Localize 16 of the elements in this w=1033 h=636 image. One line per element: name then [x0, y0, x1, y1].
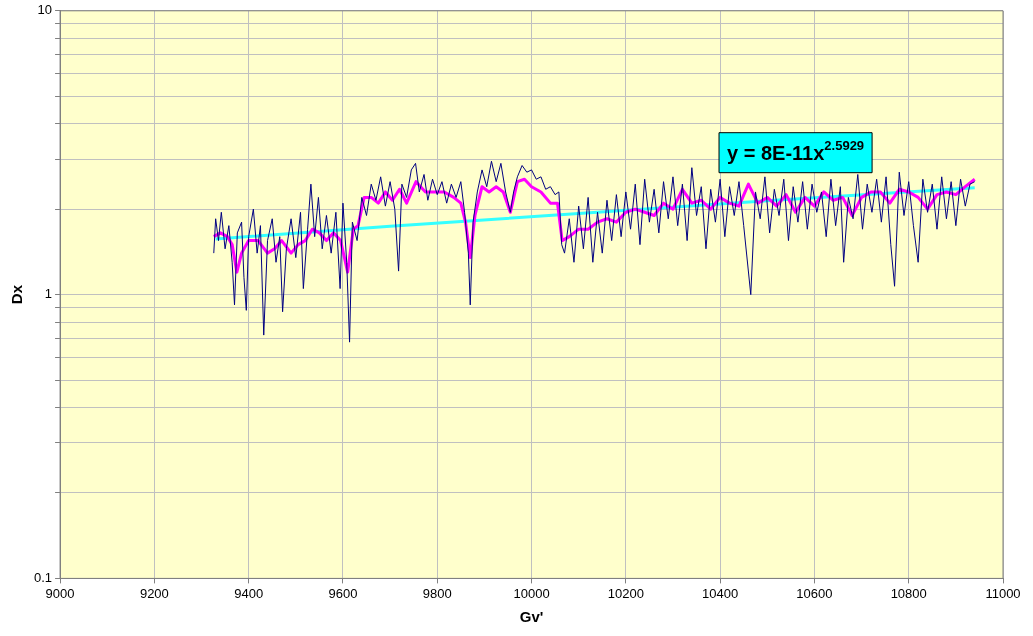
x-tick-label: 9400: [234, 585, 264, 601]
x-tick-label: 9600: [328, 585, 358, 601]
y-tick-label: 1: [44, 286, 53, 302]
y-tick-label: 0.1: [33, 569, 53, 585]
x-tick-label: 10000: [513, 585, 550, 601]
x-tick-label: 10600: [796, 585, 833, 601]
x-tick-label: 10400: [702, 585, 739, 601]
y-tick-label: 10: [37, 2, 53, 18]
y-axis-title: Dx: [8, 284, 26, 305]
x-tick-label: 10800: [890, 585, 927, 601]
x-tick-label: 9800: [422, 585, 452, 601]
x-tick-label: 9200: [139, 585, 169, 601]
x-axis-title: Gv': [519, 608, 544, 626]
x-tick-label: 10200: [607, 585, 644, 601]
x-tick-label: 9000: [45, 585, 75, 601]
x-tick-label: 11000: [985, 585, 1021, 601]
